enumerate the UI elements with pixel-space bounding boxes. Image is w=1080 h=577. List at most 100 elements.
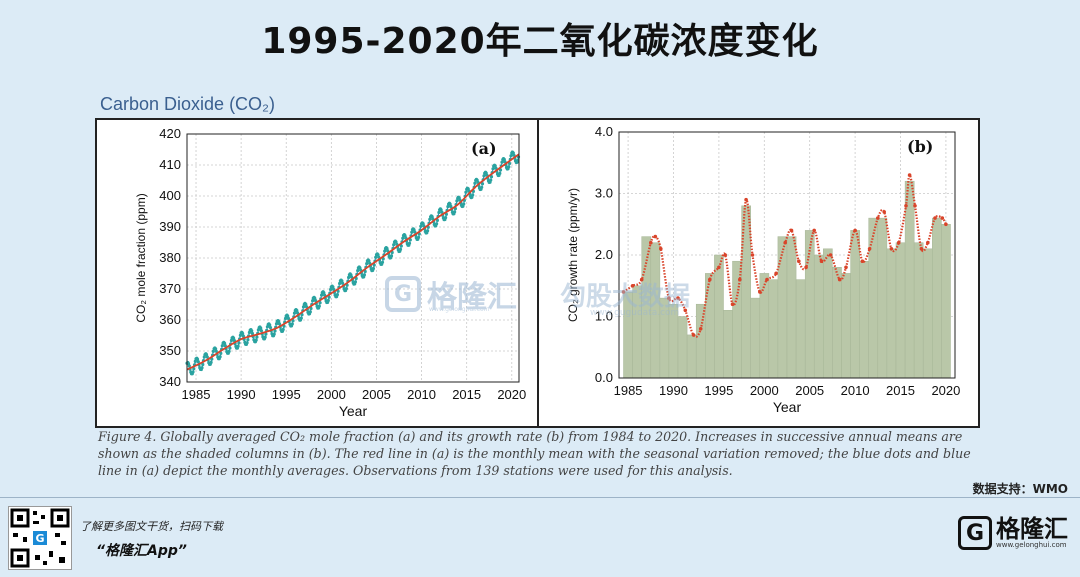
annual-increase-bar	[832, 267, 842, 379]
monthly-average-dot	[347, 275, 351, 280]
monthly-average-dot	[422, 224, 426, 228]
y-tick-label: 3.0	[595, 186, 613, 201]
monthly-average-dot	[392, 243, 396, 247]
growth-rate-point	[837, 277, 842, 282]
monthly-average-dot	[417, 235, 421, 239]
growth-rate-point	[738, 277, 742, 282]
figure-caption: Figure 4. Globally averaged CO₂ mole fra…	[98, 429, 971, 478]
annual-increase-bar	[886, 248, 897, 379]
monthly-average-dot	[223, 344, 227, 348]
monthly-average-dot	[498, 171, 502, 175]
monthly-average-dot	[236, 344, 240, 348]
plot-frame	[186, 133, 520, 383]
y-axis-label: CO₂ growth rate (ppm/yr)	[566, 188, 580, 322]
y-tick-label: 4.0	[595, 124, 613, 139]
x-tick-label: 1995	[272, 387, 301, 402]
monthly-average-dot	[273, 329, 277, 333]
monthly-average-dot	[335, 293, 339, 297]
monthly-average-dot	[304, 302, 308, 306]
page-title: 1995-2020年二氧化碳浓度变化	[261, 21, 819, 62]
annual-increase-bar	[813, 254, 824, 379]
monthly-average-dot	[246, 338, 250, 342]
monthly-average-dot	[295, 311, 300, 315]
monthly-average-dot	[228, 346, 232, 350]
growth-rate-point	[940, 216, 945, 220]
x-tick-label: 2015	[886, 383, 915, 398]
growth-rate-point	[789, 228, 794, 233]
growth-rate-point	[653, 234, 658, 239]
y-tick-label: 390	[159, 219, 181, 234]
y-axis-label: CO₂ mole fraction (ppm)	[134, 193, 148, 322]
monthly-average-dot	[471, 193, 475, 197]
x-tick-label: 1990	[659, 383, 688, 398]
x-tick-label: 1990	[227, 387, 256, 402]
monthly-average-dot	[338, 281, 342, 286]
monthly-average-dot	[214, 349, 218, 353]
monthly-average-dot	[187, 364, 191, 368]
annual-increase-bar	[759, 273, 770, 379]
growth-rate-point	[639, 277, 644, 282]
monthly-average-dot	[440, 210, 444, 214]
growth-rate-point	[723, 253, 727, 257]
monthly-average-dot	[196, 360, 200, 364]
monthly-average-dot	[377, 255, 381, 259]
monthly-average-dot	[498, 168, 503, 172]
annual-increase-bar	[941, 224, 951, 379]
growth-rate-point	[889, 247, 894, 251]
monthly-average-dot	[435, 218, 439, 222]
monthly-average-dot	[326, 298, 330, 303]
monthly-average-dot	[272, 332, 276, 336]
growth-rate-point	[804, 265, 808, 270]
monthly-average-dot	[223, 341, 227, 345]
monthly-average-dot	[323, 293, 327, 297]
monthly-average-dot	[241, 334, 245, 338]
annual-increase-bar	[850, 230, 860, 379]
monthly-average-dot	[407, 241, 412, 245]
monthly-average-dot	[299, 316, 303, 320]
growth-rate-point	[896, 240, 901, 245]
watermark-2: 勾股大数据 www.gugudata.com	[560, 276, 690, 318]
monthly-average-dot	[295, 308, 299, 313]
monthly-average-dot	[292, 311, 297, 315]
monthly-average-dot	[314, 299, 318, 303]
brand-logo-icon: G	[958, 516, 992, 550]
x-tick-label: 1995	[704, 383, 733, 398]
growth-rate-point	[698, 327, 703, 331]
monthly-average-dot	[219, 351, 223, 355]
y-tick-label: 400	[159, 188, 181, 203]
growth-rate-line	[622, 173, 947, 338]
monthly-average-dot	[437, 210, 441, 215]
annual-increase-bar	[859, 260, 869, 379]
annual-increase-bar	[714, 254, 724, 379]
x-tick-label: 2000	[750, 383, 779, 398]
growth-rate-point	[904, 204, 908, 208]
footer-divider	[0, 497, 1080, 498]
monthly-average-dot	[263, 335, 267, 339]
monthly-average-dot	[480, 185, 484, 189]
monthly-average-dot	[473, 181, 477, 185]
monthly-average-dot	[250, 329, 254, 333]
monthly-average-dot	[277, 322, 282, 326]
monthly-average-dot	[376, 253, 380, 257]
monthly-average-dot	[264, 332, 268, 336]
trend-line	[186, 153, 520, 371]
monthly-average-dot	[201, 362, 205, 367]
panel-b: 1985 1990 1995 2000 2005 2010 2015 2020 0.0 1.0 2.…	[537, 120, 978, 426]
monthly-average-dot	[389, 254, 394, 258]
monthly-average-dot	[446, 205, 450, 209]
x-tick-label: 2015	[452, 387, 481, 402]
panel-label: (b)	[907, 137, 933, 156]
data-source: 数据支持：WMO	[972, 482, 1068, 496]
monthly-average-dot	[386, 249, 390, 253]
monthly-average-dot	[209, 360, 213, 364]
annual-increase-bar	[804, 230, 815, 379]
monthly-average-dot	[410, 230, 414, 234]
monthly-average-dot	[383, 249, 387, 253]
growth-rate-point	[907, 173, 912, 177]
growth-rate-point	[708, 277, 712, 282]
monthly-average-dot	[232, 336, 236, 340]
monthly-average-dot	[455, 199, 459, 203]
monthly-average-dot	[301, 305, 306, 309]
growth-rate-point	[867, 247, 872, 251]
monthly-average-dot	[489, 178, 493, 182]
